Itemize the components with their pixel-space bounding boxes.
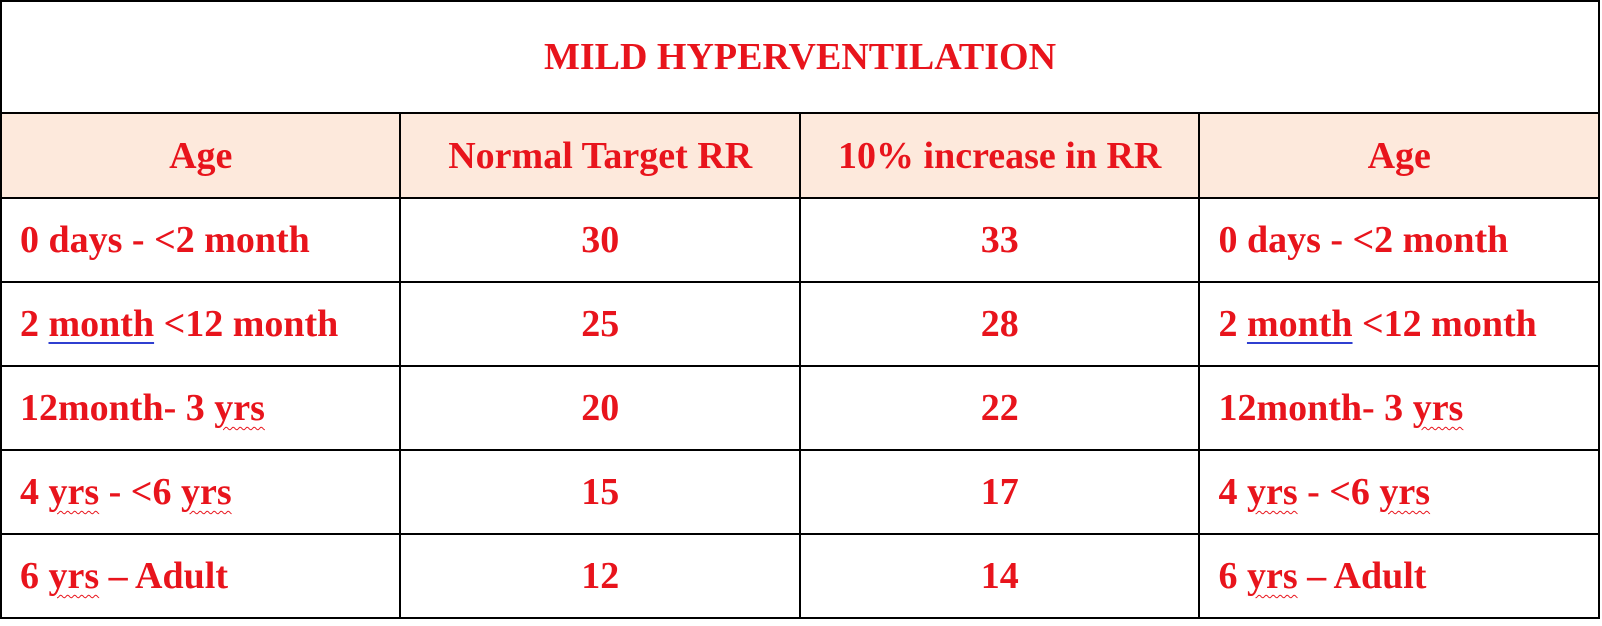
age-text: 2 (1218, 303, 1247, 345)
age-text-spell-flag: yrs (1379, 471, 1431, 513)
increase-rr-cell: 17 (798, 449, 1201, 535)
age-text-spell-flag: yrs (1246, 471, 1298, 513)
table-title: MILD HYPERVENTILATION (0, 0, 1600, 114)
increase-rr-cell: 14 (798, 533, 1201, 619)
age-text: <12 month (1352, 303, 1537, 345)
age-text: 4 (20, 471, 49, 513)
table-row: 2 month <12 month 25 28 2 month <12 mont… (0, 281, 1600, 367)
age-text-spell-flag: yrs (1412, 387, 1464, 429)
normal-rr-cell: 25 (399, 281, 801, 367)
age-text: – Adult (1297, 555, 1427, 597)
age-text: 0 days - <2 month (20, 219, 310, 261)
normal-rr-cell: 30 (399, 197, 801, 283)
age-cell: 4 yrs - <6 yrs (0, 449, 402, 535)
age-text: 0 days - <2 month (1218, 219, 1509, 261)
age-text-spell-flag: yrs (48, 471, 100, 513)
age-repeat-cell: 2 month <12 month (1198, 281, 1600, 367)
age-text-spell-flag: yrs (180, 471, 232, 513)
age-repeat-cell: 12month- 3 yrs (1198, 365, 1600, 451)
age-repeat-cell: 4 yrs - <6 yrs (1198, 449, 1600, 535)
age-text: - <6 (99, 471, 181, 513)
table-row: 6 yrs – Adult 12 14 6 yrs – Adult (0, 533, 1600, 619)
age-repeat-cell: 0 days - <2 month (1198, 197, 1600, 283)
normal-rr-cell: 20 (399, 365, 801, 451)
age-text: 12month- 3 (1218, 387, 1413, 429)
age-text: – Adult (99, 555, 228, 597)
age-text: 6 (1218, 555, 1247, 597)
age-cell: 6 yrs – Adult (0, 533, 402, 619)
header-increase-rr: 10% increase in RR (798, 112, 1201, 199)
normal-rr-cell: 12 (399, 533, 801, 619)
table-row: 4 yrs - <6 yrs 15 17 4 yrs - <6 yrs (0, 449, 1600, 535)
header-normal-target-rr: Normal Target RR (399, 112, 801, 199)
title-row: MILD HYPERVENTILATION (0, 0, 1600, 114)
age-text: - <6 (1297, 471, 1380, 513)
increase-rr-cell: 28 (798, 281, 1201, 367)
table-row: 12month- 3 yrs 20 22 12month- 3 yrs (0, 365, 1600, 451)
age-text-grammar-flag: month (48, 303, 155, 345)
age-cell: 12month- 3 yrs (0, 365, 402, 451)
age-repeat-cell: 6 yrs – Adult (1198, 533, 1600, 619)
header-age: Age (0, 112, 402, 199)
increase-rr-cell: 33 (798, 197, 1201, 283)
age-text-spell-flag: yrs (48, 555, 100, 597)
age-text: 12month- 3 (20, 387, 215, 429)
age-cell: 0 days - <2 month (0, 197, 402, 283)
increase-rr-cell: 22 (798, 365, 1201, 451)
age-text: 4 (1218, 471, 1247, 513)
age-cell: 2 month <12 month (0, 281, 402, 367)
age-text-grammar-flag: month (1246, 303, 1353, 345)
age-text: <12 month (154, 303, 339, 345)
age-text-spell-flag: yrs (1246, 555, 1298, 597)
header-age-repeat: Age (1198, 112, 1600, 199)
header-row: Age Normal Target RR 10% increase in RR … (0, 112, 1600, 199)
normal-rr-cell: 15 (399, 449, 801, 535)
age-text: 6 (20, 555, 49, 597)
age-text: 2 (20, 303, 49, 345)
age-text-spell-flag: yrs (214, 387, 265, 429)
table-row: 0 days - <2 month 30 33 0 days - <2 mont… (0, 197, 1600, 283)
